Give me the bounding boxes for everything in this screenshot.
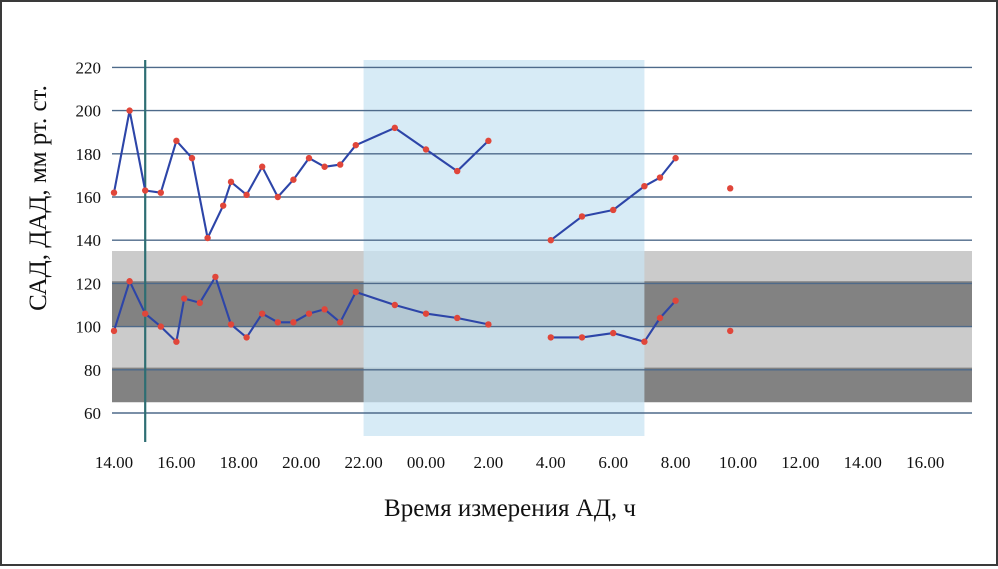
- x-tick-label: 18.00: [220, 453, 258, 472]
- data-point: [157, 323, 164, 330]
- data-point: [196, 299, 203, 307]
- data-point: [321, 306, 328, 313]
- data-point: [337, 161, 344, 168]
- x-tick-label: 6.00: [598, 453, 628, 472]
- x-tick-label: 4.00: [536, 453, 566, 472]
- series-4: [110, 273, 492, 345]
- x-tick-labels: 14.00 16.00 18.00 20.00 22.00 00.00 2.00 4.00 6.…: [95, 453, 944, 472]
- data-point: [672, 297, 679, 304]
- data-point: [204, 234, 211, 242]
- data-point: [212, 273, 219, 281]
- data-point: [610, 329, 617, 337]
- x-tick-label: 14.00: [844, 453, 882, 472]
- x-axis-label: Время измерения АД, ч: [384, 495, 636, 522]
- data-point: [227, 321, 235, 328]
- y-tick-label: 120: [76, 274, 102, 293]
- x-tick-label: 00.00: [407, 453, 445, 472]
- data-point: [274, 319, 281, 326]
- data-point: [727, 327, 734, 335]
- data-point: [485, 321, 492, 328]
- data-point: [547, 237, 554, 244]
- data-point: [727, 185, 734, 192]
- data-point: [243, 191, 250, 199]
- series-1: [110, 107, 492, 242]
- data-point: [227, 178, 235, 186]
- data-point: [188, 154, 196, 162]
- y-tick-label: 200: [76, 102, 102, 121]
- night-band: [363, 60, 645, 436]
- data-point: [220, 202, 227, 209]
- data-point: [274, 193, 281, 201]
- data-point: [485, 137, 492, 145]
- data-point: [422, 146, 430, 153]
- data-point: [391, 301, 398, 309]
- data-point: [454, 167, 461, 175]
- y-tick-label: 160: [76, 188, 102, 207]
- data-point: [259, 310, 266, 317]
- data-point: [641, 183, 648, 190]
- x-tick-label: 2.00: [474, 453, 504, 472]
- x-tick-label: 8.00: [661, 453, 691, 472]
- data-point: [454, 314, 461, 322]
- data-point: [547, 334, 554, 341]
- data-point: [337, 319, 344, 326]
- data-point: [305, 310, 313, 317]
- series-layer: [110, 107, 734, 345]
- data-point: [391, 124, 398, 132]
- data-point: [290, 176, 297, 183]
- data-point: [578, 213, 586, 220]
- y-tick-label: 100: [76, 318, 102, 337]
- data-point: [352, 288, 359, 296]
- x-tick-label: 14.00: [95, 453, 133, 472]
- series-2: [547, 154, 679, 244]
- data-point: [110, 189, 118, 196]
- data-point: [173, 137, 180, 145]
- data-point: [352, 141, 359, 149]
- data-point: [578, 334, 586, 341]
- data-point: [610, 206, 617, 214]
- data-point: [243, 334, 250, 341]
- series-3: [727, 185, 734, 192]
- data-point: [305, 154, 313, 162]
- y-axis-label: САД, ДАД, мм рт. ст.: [25, 85, 52, 311]
- data-point: [656, 174, 664, 181]
- y-tick-label: 80: [84, 361, 101, 380]
- data-point: [142, 187, 149, 194]
- data-point: [173, 338, 180, 345]
- data-point: [672, 154, 679, 162]
- data-point: [259, 163, 266, 170]
- y-tick-labels: 60 80 100 120 140 160 180 200 220: [76, 58, 102, 423]
- y-tick-label: 140: [76, 231, 102, 250]
- grid-lines: [112, 66, 972, 414]
- x-tick-label: 16.00: [906, 453, 944, 472]
- series-line: [550, 299, 677, 343]
- y-tick-label: 220: [76, 58, 102, 77]
- series-line: [550, 157, 677, 242]
- data-point: [126, 107, 133, 114]
- data-point: [142, 310, 149, 317]
- data-point: [157, 189, 164, 196]
- data-point: [321, 163, 328, 170]
- x-tick-label: 10.00: [719, 453, 757, 472]
- data-point: [126, 278, 133, 285]
- y-tick-label: 60: [84, 404, 101, 423]
- data-point: [290, 319, 297, 326]
- data-point: [641, 338, 648, 345]
- data-point: [181, 295, 188, 302]
- data-point: [656, 314, 664, 322]
- night-period-band: [363, 60, 645, 436]
- series-5: [547, 297, 679, 345]
- x-tick-label: 12.00: [781, 453, 819, 472]
- x-tick-label: 20.00: [282, 453, 320, 472]
- data-point: [110, 327, 118, 335]
- series-6: [727, 327, 734, 335]
- x-tick-label: 22.00: [344, 453, 382, 472]
- x-tick-label: 16.00: [157, 453, 195, 472]
- data-point: [422, 310, 430, 317]
- y-tick-label: 180: [76, 145, 102, 164]
